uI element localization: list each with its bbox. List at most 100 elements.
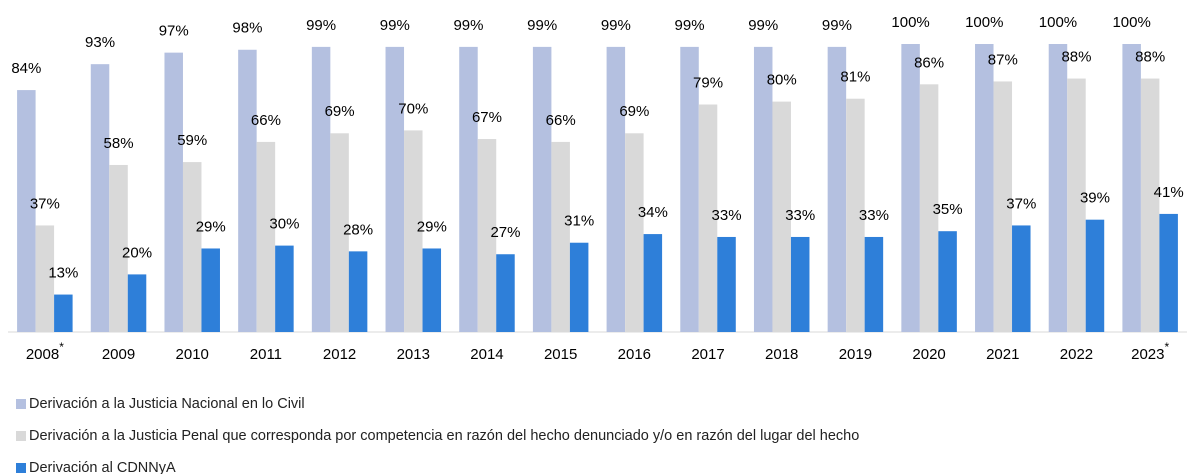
value-label: 99% (822, 17, 852, 34)
value-label: 67% (472, 109, 502, 126)
x-tick-label: 2014 (470, 346, 503, 363)
bar (1085, 219, 1105, 332)
category: 2020 (912, 346, 945, 363)
value-label: 88% (1061, 49, 1091, 66)
x-tick-label: 2010 (176, 346, 209, 363)
category: 2019 (839, 346, 872, 363)
bar (404, 130, 423, 332)
bar (790, 236, 810, 332)
bar (901, 44, 920, 332)
category: 2015 (544, 346, 577, 363)
bar (551, 141, 570, 332)
x-tick-label: 2008* (26, 340, 64, 363)
bar (477, 139, 497, 332)
value-label: 99% (453, 17, 483, 34)
bar (17, 90, 36, 332)
x-tick-label: 2020 (912, 346, 945, 363)
bar (1140, 78, 1160, 332)
value-label: 35% (933, 201, 963, 218)
value-label: 99% (748, 17, 778, 34)
bar (238, 49, 257, 332)
category: 2017 (691, 346, 724, 363)
value-label: 69% (325, 103, 355, 120)
value-label: 33% (785, 207, 815, 224)
bar (35, 225, 55, 332)
value-label: 99% (601, 17, 631, 34)
bar (772, 101, 791, 332)
category: 2022 (1060, 346, 1093, 363)
bar (164, 52, 183, 332)
bar (1122, 44, 1141, 332)
value-label: 39% (1080, 190, 1110, 207)
value-label: 84% (11, 60, 41, 77)
x-tick-label: 2018 (765, 346, 798, 363)
value-label: 100% (1112, 14, 1150, 31)
value-label: 34% (638, 204, 668, 221)
value-label: 59% (177, 132, 207, 149)
bar (90, 64, 110, 332)
x-tick-label: 2016 (618, 346, 651, 363)
bar (385, 46, 405, 332)
value-label: 41% (1154, 184, 1184, 201)
bar (422, 248, 442, 332)
value-label: 27% (490, 224, 520, 241)
value-label: 99% (527, 17, 557, 34)
value-label: 31% (564, 213, 594, 230)
legend-label: Derivación a la Justicia Penal que corre… (29, 428, 859, 444)
bar (532, 46, 552, 332)
value-label: 100% (1039, 14, 1077, 31)
x-tick-label: 2023* (1131, 340, 1169, 363)
value-label: 70% (398, 100, 428, 117)
legend-label: Derivación al CDNNyA (29, 460, 176, 474)
bar (569, 242, 589, 332)
value-label: 81% (840, 69, 870, 86)
bar (606, 46, 626, 332)
value-label: 98% (232, 20, 262, 37)
value-label: 29% (417, 218, 447, 235)
x-tick-label: 2013 (397, 346, 430, 363)
bar (625, 133, 644, 332)
x-tick-label: 2017 (691, 346, 724, 363)
bar (864, 236, 884, 332)
bar (938, 231, 957, 332)
bar (643, 234, 663, 332)
value-label: 88% (1135, 49, 1165, 66)
bar (348, 251, 368, 332)
category: 2013 (397, 346, 430, 363)
category-note: * (59, 340, 64, 354)
bar (182, 162, 202, 332)
category: 2009 (102, 346, 135, 363)
category: 2011 (250, 346, 282, 363)
value-label: 58% (104, 135, 134, 152)
bar (1067, 78, 1086, 332)
value-label: 66% (251, 112, 281, 129)
value-label: 99% (675, 17, 705, 34)
category: 2018 (765, 346, 798, 363)
category: 2008 (26, 346, 59, 363)
bar (993, 81, 1013, 332)
legend-swatch (16, 399, 26, 409)
value-label: 37% (1006, 195, 1036, 212)
value-label: 20% (122, 244, 152, 261)
value-label: 37% (30, 195, 60, 212)
value-label: 99% (380, 17, 410, 34)
bar (109, 164, 128, 332)
value-label: 86% (914, 54, 944, 71)
value-label: 99% (306, 17, 336, 34)
value-label: 97% (159, 23, 189, 40)
x-tick-label: 2021 (986, 346, 1019, 363)
value-label: 29% (196, 218, 226, 235)
x-tick-label: 2012 (323, 346, 356, 363)
category: 2010 (176, 346, 209, 363)
bar (846, 98, 865, 332)
bar (330, 133, 349, 332)
bar (919, 84, 939, 332)
value-label: 100% (891, 14, 929, 31)
bar (496, 254, 515, 332)
legend-label: Derivación a la Justicia Nacional en lo … (29, 396, 305, 412)
category: 2016 (618, 346, 651, 363)
bar (753, 46, 773, 332)
bar (975, 44, 994, 332)
bar (54, 294, 73, 332)
value-label: 28% (343, 221, 373, 238)
